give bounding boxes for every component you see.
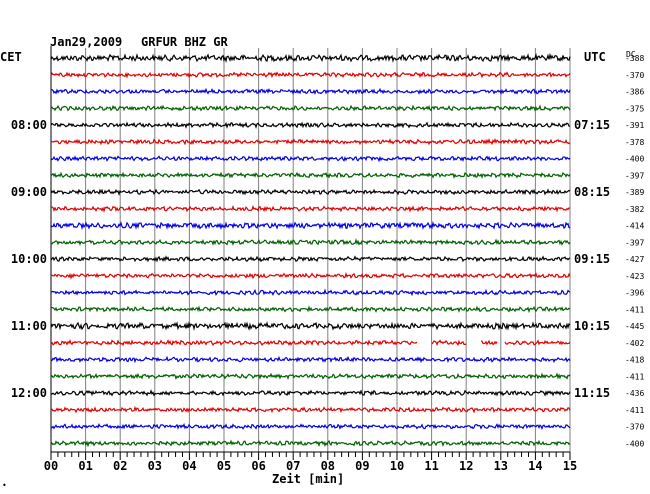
x-axis: 00 01 02 03 04 05 06 07 08 09 10 11 12 13 14 15 [44,451,577,473]
x-tick-label: 10 [390,459,404,473]
trace-row-10 [50,220,571,231]
x-tick-label: 05 [217,459,231,473]
x-tick-label: 07 [286,459,300,473]
trace-row-4 [50,121,571,129]
x-tick-label: 02 [113,459,127,473]
trace-row-11 [50,238,571,246]
utc-time-label: 09:15 [574,252,610,266]
cet-zone-label: CET [0,50,22,64]
trace-row-15 [50,305,571,314]
x-tick-label: 09 [355,459,369,473]
date-label: Jan29,2009 [50,35,122,49]
dc-offset-label: -391 [625,121,644,130]
x-tick-label: 14 [528,459,542,473]
dc-offset-label: -389 [625,188,644,197]
trace-row-13 [50,271,571,280]
utc-time-label: 07:15 [574,118,610,132]
dc-offset-label: -370 [625,71,644,80]
x-tick-label: 00 [44,459,58,473]
x-tick-label: 06 [251,459,265,473]
cet-time-label: 10:00 [11,252,47,266]
corner-mark: • [2,481,7,490]
dc-offset-label: -370 [625,423,644,432]
trace-row-20 [50,389,571,397]
utc-time-label: 08:15 [574,185,610,199]
dc-offset-label: -427 [625,255,644,264]
dc-offset-label: -378 [625,138,644,147]
dc-offset-label: -397 [625,171,644,180]
dc-offset-label: -396 [625,289,644,298]
dc-offset-label: -418 [625,356,644,365]
trace-row-12 [50,255,571,263]
trace-row-2 [50,87,571,96]
trace-row-6 [50,155,571,163]
x-tick-label: 15 [563,459,577,473]
dc-offset-label: -386 [625,88,644,97]
utc-time-label: 10:15 [574,319,610,333]
x-tick-label: 08 [321,459,335,473]
trace-row-0 [50,52,571,64]
cet-time-label: 12:00 [11,386,47,400]
dc-offset-label: -436 [625,389,644,398]
x-axis-label: Zeit [min] [272,472,344,486]
dc-offset-label: -388 [625,54,644,63]
dc-offset-labels: -388 -370 -386 -375 -391 -378 -400 -397 -389 -382… [625,54,644,448]
x-tick-label: 13 [494,459,508,473]
dc-offset-label: -411 [625,406,644,415]
dc-offset-label: -411 [625,305,644,314]
trace-row-7 [50,171,571,180]
dc-offset-label: -411 [625,372,644,381]
trace-row-1 [50,71,571,79]
cet-time-label: 09:00 [11,185,47,199]
dc-offset-label: -400 [625,155,644,164]
utc-time-label: 11:15 [574,386,610,400]
trace-row-14 [50,288,571,297]
station-label: GRFUR BHZ GR [141,35,228,49]
x-tick-label: 04 [182,459,196,473]
trace-row-17 [50,338,571,347]
trace-row-5 [50,137,571,146]
dc-offset-label: -375 [625,104,644,113]
utc-time-labels: 07:15 08:15 09:15 10:15 11:15 [574,118,610,400]
trace-row-21 [50,405,571,414]
trace-group [50,52,571,448]
dc-offset-label: -400 [625,439,644,448]
dc-label: DC [626,50,636,59]
x-tick-label: 01 [78,459,92,473]
dc-offset-label: -445 [625,322,644,331]
x-tick-label: 12 [459,459,473,473]
trace-row-9 [50,204,571,213]
dc-offset-label: -397 [625,238,644,247]
cet-time-label: 11:00 [11,319,47,333]
dc-offset-label: -382 [625,205,644,214]
dc-offset-label: -423 [625,272,644,281]
dc-offset-label: -402 [625,339,644,348]
cet-time-label: 08:00 [11,118,47,132]
cet-time-labels: 08:00 09:00 10:00 11:00 12:00 [11,118,47,400]
trace-row-22 [50,422,571,431]
trace-row-19 [50,372,571,381]
trace-row-3 [50,104,571,112]
x-tick-label: 11 [424,459,438,473]
trace-row-8 [50,188,571,196]
trace-row-23 [50,439,571,448]
dc-offset-label: -414 [625,222,644,231]
trace-row-18 [50,355,571,364]
utc-zone-label: UTC [584,50,606,64]
x-tick-label: 03 [148,459,162,473]
grid-lines [50,46,571,452]
trace-row-16 [50,321,571,331]
